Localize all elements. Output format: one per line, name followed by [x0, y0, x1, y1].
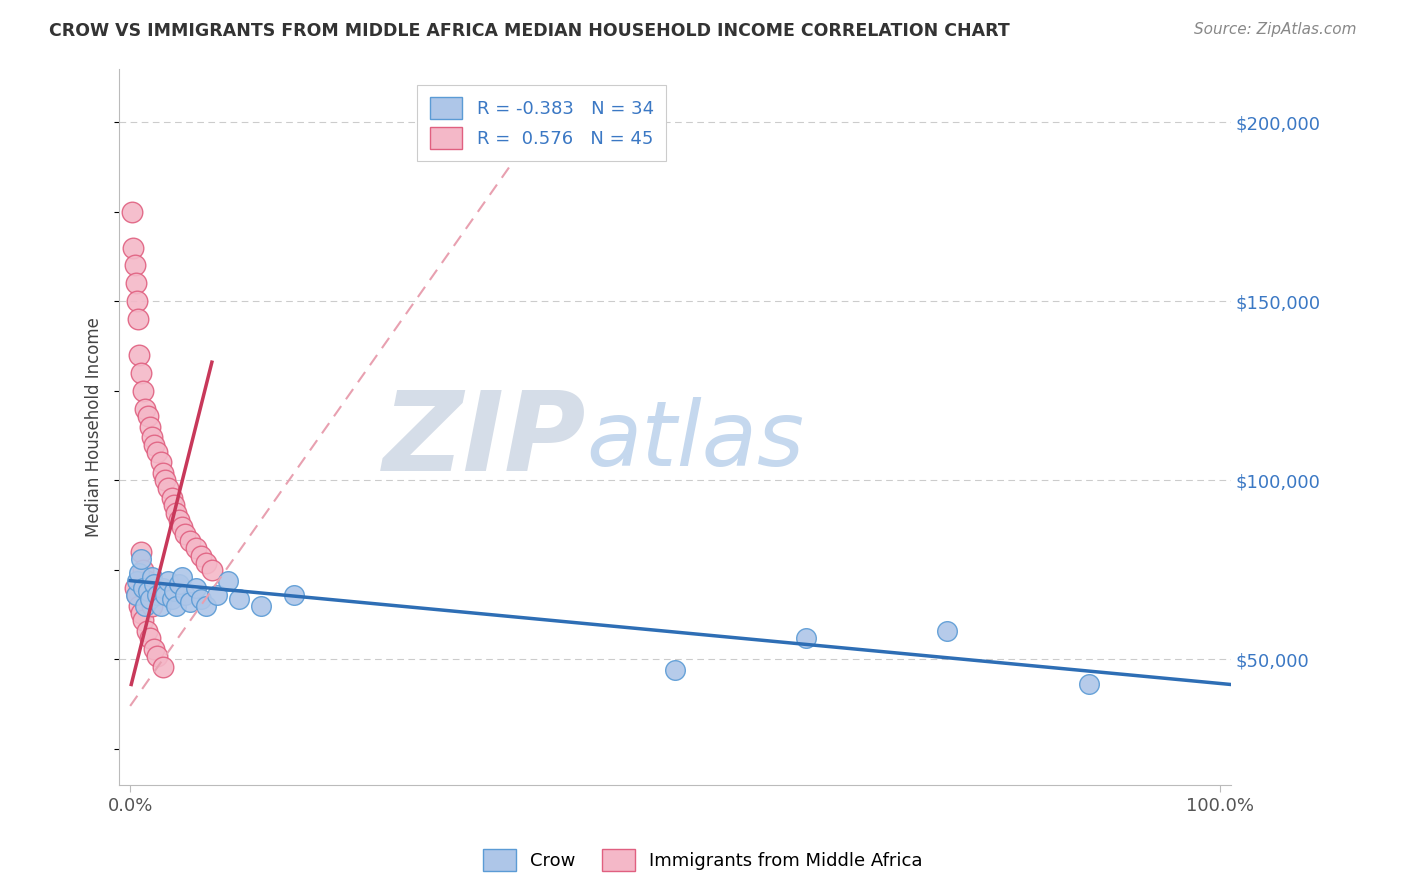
- Point: [172, 570, 194, 584]
- Point: [153, 588, 176, 602]
- Point: [129, 366, 152, 380]
- Point: [184, 541, 207, 556]
- Point: [146, 648, 169, 663]
- Point: [141, 570, 163, 584]
- Point: [124, 277, 146, 291]
- Point: [179, 595, 201, 609]
- Point: [157, 574, 180, 588]
- Point: [153, 474, 176, 488]
- Point: [139, 631, 162, 645]
- Point: [132, 384, 155, 398]
- Point: [1078, 677, 1101, 691]
- Point: [139, 591, 162, 606]
- Point: [152, 659, 174, 673]
- Text: CROW VS IMMIGRANTS FROM MIDDLE AFRICA MEDIAN HOUSEHOLD INCOME CORRELATION CHART: CROW VS IMMIGRANTS FROM MIDDLE AFRICA ME…: [49, 22, 1010, 40]
- Point: [139, 419, 162, 434]
- Point: [179, 534, 201, 549]
- Point: [146, 588, 169, 602]
- Point: [173, 527, 195, 541]
- Point: [124, 581, 146, 595]
- Point: [125, 574, 148, 588]
- Point: [128, 566, 150, 581]
- Point: [128, 599, 150, 613]
- Point: [141, 430, 163, 444]
- Point: [143, 641, 166, 656]
- Point: [283, 588, 305, 602]
- Point: [149, 455, 172, 469]
- Point: [132, 613, 155, 627]
- Y-axis label: Median Household Income: Median Household Income: [86, 317, 103, 537]
- Point: [136, 584, 159, 599]
- Point: [217, 574, 239, 588]
- Point: [163, 584, 186, 599]
- Point: [195, 556, 218, 570]
- Point: [207, 588, 229, 602]
- Legend: R = -0.383   N = 34, R =  0.576   N = 45: R = -0.383 N = 34, R = 0.576 N = 45: [418, 85, 666, 161]
- Point: [143, 577, 166, 591]
- Point: [143, 437, 166, 451]
- Point: [172, 520, 194, 534]
- Point: [127, 312, 149, 326]
- Text: Source: ZipAtlas.com: Source: ZipAtlas.com: [1194, 22, 1357, 37]
- Point: [167, 513, 190, 527]
- Point: [167, 577, 190, 591]
- Point: [135, 624, 157, 638]
- Text: ZIP: ZIP: [382, 387, 586, 494]
- Point: [135, 574, 157, 588]
- Point: [134, 401, 156, 416]
- Text: atlas: atlas: [586, 397, 804, 485]
- Point: [152, 466, 174, 480]
- Legend: Crow, Immigrants from Middle Africa: Crow, Immigrants from Middle Africa: [475, 842, 931, 879]
- Point: [134, 599, 156, 613]
- Point: [794, 631, 817, 645]
- Point: [124, 259, 146, 273]
- Point: [160, 491, 183, 506]
- Point: [936, 624, 959, 638]
- Point: [157, 481, 180, 495]
- Point: [136, 409, 159, 423]
- Point: [250, 599, 273, 613]
- Point: [149, 599, 172, 613]
- Point: [152, 581, 174, 595]
- Point: [146, 444, 169, 458]
- Point: [165, 506, 187, 520]
- Point: [201, 563, 224, 577]
- Point: [129, 552, 152, 566]
- Point: [129, 606, 152, 620]
- Point: [132, 563, 155, 577]
- Point: [190, 549, 212, 563]
- Point: [163, 499, 186, 513]
- Point: [664, 663, 686, 677]
- Point: [132, 581, 155, 595]
- Point: [165, 599, 187, 613]
- Point: [184, 581, 207, 595]
- Point: [141, 599, 163, 613]
- Point: [173, 588, 195, 602]
- Point: [190, 591, 212, 606]
- Point: [129, 545, 152, 559]
- Point: [128, 348, 150, 362]
- Point: [195, 599, 218, 613]
- Point: [160, 591, 183, 606]
- Point: [121, 204, 143, 219]
- Point: [139, 588, 162, 602]
- Point: [228, 591, 250, 606]
- Point: [124, 588, 146, 602]
- Point: [122, 241, 145, 255]
- Point: [125, 588, 148, 602]
- Point: [125, 294, 148, 309]
